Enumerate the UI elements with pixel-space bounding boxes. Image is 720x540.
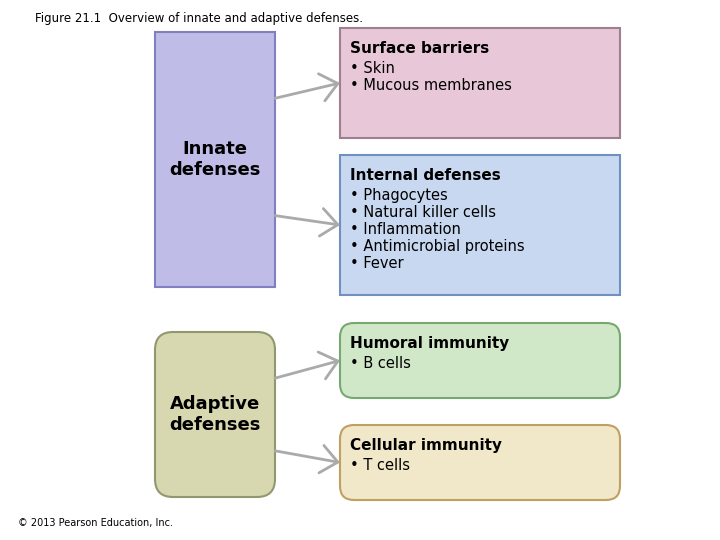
Text: • Mucous membranes: • Mucous membranes: [350, 78, 512, 93]
FancyBboxPatch shape: [340, 425, 620, 500]
Text: • Fever: • Fever: [350, 256, 404, 271]
Text: • Inflammation: • Inflammation: [350, 222, 461, 237]
Text: Humoral immunity: Humoral immunity: [350, 336, 509, 351]
Text: • B cells: • B cells: [350, 356, 411, 371]
Text: • Natural killer cells: • Natural killer cells: [350, 205, 496, 220]
FancyBboxPatch shape: [340, 155, 620, 295]
FancyBboxPatch shape: [155, 32, 275, 287]
Text: Adaptive
defenses: Adaptive defenses: [169, 395, 261, 434]
Text: • Phagocytes: • Phagocytes: [350, 188, 448, 203]
Text: • Antimicrobial proteins: • Antimicrobial proteins: [350, 239, 525, 254]
Text: Surface barriers: Surface barriers: [350, 41, 490, 56]
Text: • Skin: • Skin: [350, 61, 395, 76]
Text: • T cells: • T cells: [350, 458, 410, 473]
Text: © 2013 Pearson Education, Inc.: © 2013 Pearson Education, Inc.: [18, 518, 173, 528]
FancyBboxPatch shape: [155, 332, 275, 497]
Text: Cellular immunity: Cellular immunity: [350, 438, 502, 453]
Text: Figure 21.1  Overview of innate and adaptive defenses.: Figure 21.1 Overview of innate and adapt…: [35, 12, 363, 25]
FancyBboxPatch shape: [340, 28, 620, 138]
FancyBboxPatch shape: [340, 323, 620, 398]
Text: Internal defenses: Internal defenses: [350, 168, 500, 183]
Text: Innate
defenses: Innate defenses: [169, 140, 261, 179]
